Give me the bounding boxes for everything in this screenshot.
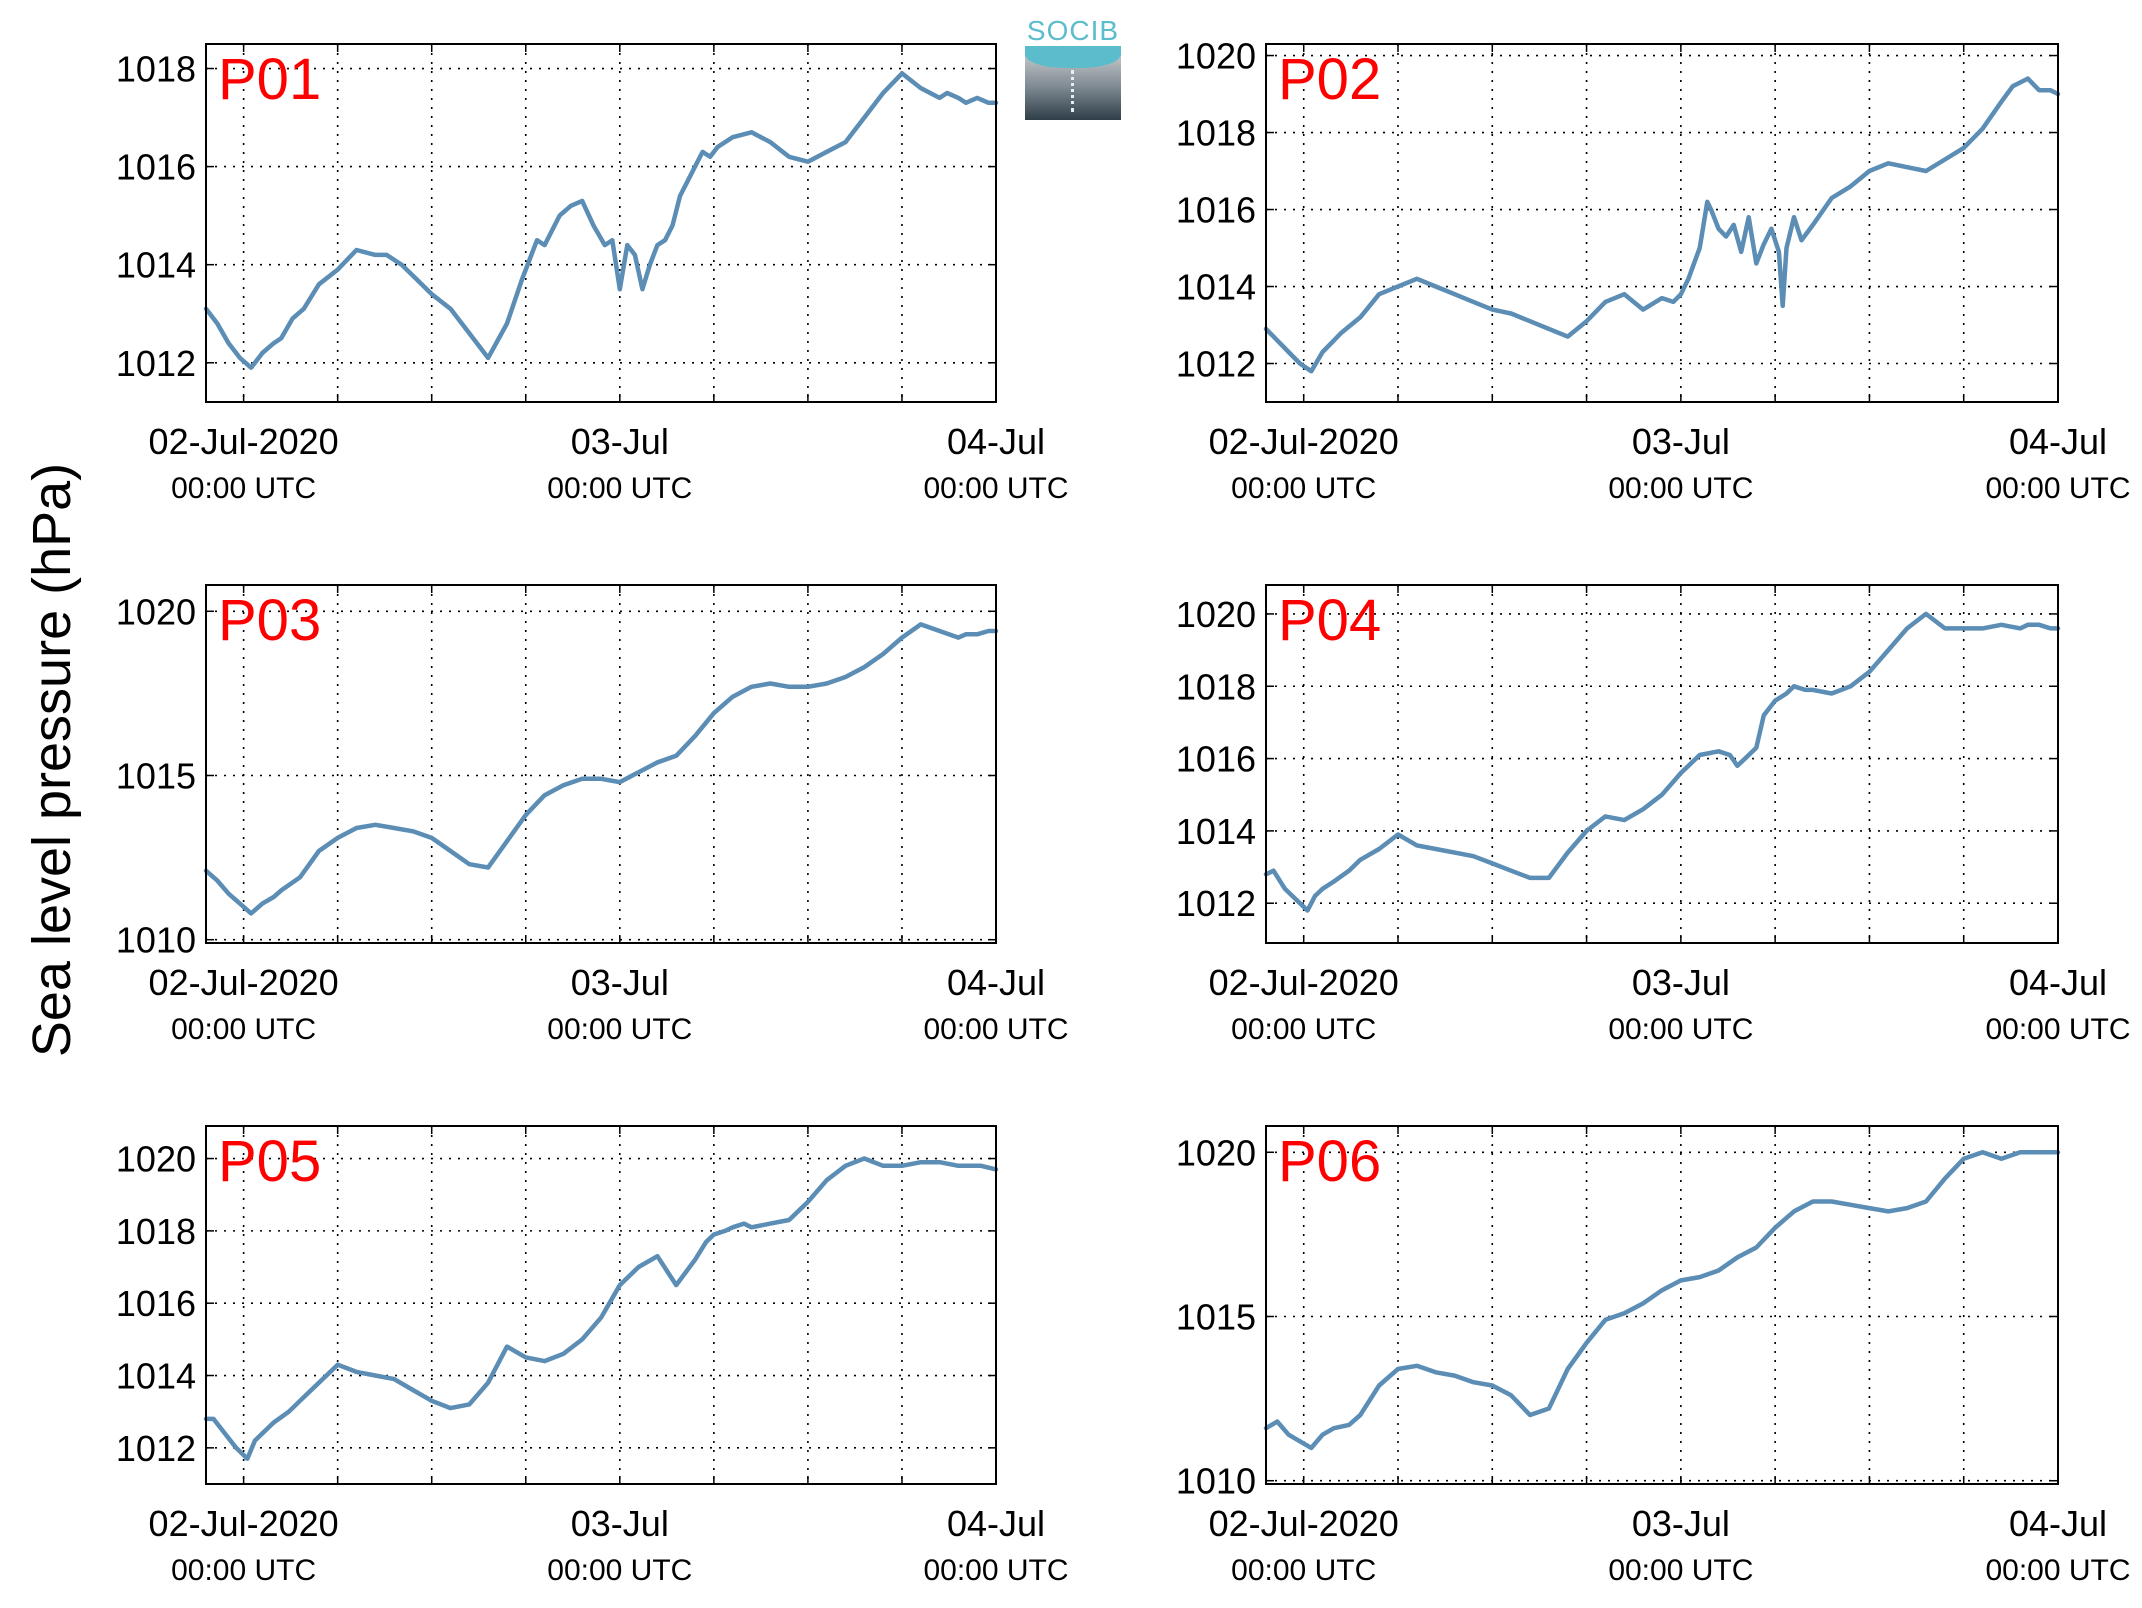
x-tick-label-time: 00:00 UTC bbox=[1608, 1013, 1753, 1046]
y-tick-label: 1010 bbox=[116, 920, 196, 961]
x-tick-label-date: 04-Jul bbox=[947, 962, 1045, 1003]
chart-panel-p02: 1012 1014 1016 1018 1020 P02 02-Jul-2020 00:00 … bbox=[1176, 36, 2131, 505]
chart-panel-p06: 1010 1015 1020 P06 02-Jul-2020 00:00 UTC 03-Ju… bbox=[1176, 1125, 2131, 1587]
y-tick-label: 1020 bbox=[116, 1139, 196, 1180]
logo-wave bbox=[1025, 46, 1121, 68]
y-tick-label: 1014 bbox=[1176, 811, 1256, 852]
logo-text: SOCIB bbox=[1026, 15, 1120, 46]
chart-panel-p05: 1012 1014 1016 1018 1020 P05 02-Jul-2020 00:00 … bbox=[116, 1125, 1069, 1587]
x-tick-label-time: 00:00 UTC bbox=[1231, 1013, 1376, 1046]
y-tick-label: 1016 bbox=[116, 1283, 196, 1324]
x-tick-label-time: 00:00 UTC bbox=[923, 472, 1068, 505]
axes-frame bbox=[1265, 1125, 2059, 1485]
socib-logo: SOCIB bbox=[1021, 16, 1125, 120]
x-tick-label-date: 04-Jul bbox=[947, 1503, 1045, 1544]
axes-frame bbox=[205, 584, 997, 944]
x-tick-label-time: 00:00 UTC bbox=[1231, 1554, 1376, 1587]
x-tick-label-time: 00:00 UTC bbox=[547, 1013, 692, 1046]
panel-label: P05 bbox=[218, 1129, 321, 1194]
x-tick-label-date: 04-Jul bbox=[2009, 421, 2107, 462]
y-tick-label: 1016 bbox=[116, 147, 196, 188]
y-tick-label: 1010 bbox=[1176, 1461, 1256, 1502]
y-tick-label: 1012 bbox=[1176, 883, 1256, 924]
x-tick-label-date: 02-Jul-2020 bbox=[1209, 962, 1399, 1003]
x-tick-label-time: 00:00 UTC bbox=[547, 472, 692, 505]
y-tick-label: 1018 bbox=[116, 1211, 196, 1252]
x-tick-label-date: 04-Jul bbox=[947, 421, 1045, 462]
panel-label: P06 bbox=[1278, 1129, 1381, 1194]
x-tick-label-time: 00:00 UTC bbox=[1985, 1013, 2130, 1046]
y-tick-label: 1012 bbox=[116, 1428, 196, 1469]
series-line bbox=[203, 1156, 999, 1461]
x-tick-label-time: 00:00 UTC bbox=[1985, 1554, 2130, 1587]
x-tick-label-date: 03-Jul bbox=[1632, 1503, 1730, 1544]
chart-panel-p03: 1010 1015 1020 P03 02-Jul-2020 00:00 UTC 03-Ju… bbox=[116, 584, 1069, 1046]
panel-label: P02 bbox=[1278, 47, 1381, 112]
x-tick-label-date: 03-Jul bbox=[1632, 962, 1730, 1003]
series-line bbox=[1263, 1150, 2061, 1451]
chart-panel-p01: 1012 1014 1016 1018 P01 02-Jul-2020 00:00 UTC 0… bbox=[116, 43, 1069, 505]
y-tick-label: 1020 bbox=[116, 591, 196, 632]
x-tick-label-date: 03-Jul bbox=[571, 421, 669, 462]
axes-frame bbox=[205, 1125, 997, 1485]
panel-label: P03 bbox=[218, 588, 321, 653]
y-tick-label: 1012 bbox=[116, 343, 196, 384]
logo-mast bbox=[1071, 70, 1077, 112]
x-tick-label-date: 03-Jul bbox=[571, 962, 669, 1003]
y-tick-label: 1012 bbox=[1176, 344, 1256, 385]
axes-frame bbox=[1265, 584, 2059, 944]
y-tick-label: 1018 bbox=[1176, 113, 1256, 154]
y-tick-label: 1018 bbox=[116, 49, 196, 90]
x-tick-label-time: 00:00 UTC bbox=[547, 1554, 692, 1587]
y-tick-label: 1015 bbox=[116, 755, 196, 796]
axes-frame bbox=[1265, 43, 2059, 403]
y-tick-label: 1016 bbox=[1176, 190, 1256, 231]
y-tick-label: 1020 bbox=[1176, 36, 1256, 77]
x-tick-label-time: 00:00 UTC bbox=[1608, 1554, 1753, 1587]
x-tick-label-date: 02-Jul-2020 bbox=[149, 962, 339, 1003]
x-tick-label-time: 00:00 UTC bbox=[171, 1013, 316, 1046]
x-tick-label-time: 00:00 UTC bbox=[171, 472, 316, 505]
y-tick-label: 1014 bbox=[116, 245, 196, 286]
panel-label: P04 bbox=[1278, 588, 1381, 653]
y-tick-label: 1016 bbox=[1176, 739, 1256, 780]
x-tick-label-date: 03-Jul bbox=[571, 1503, 669, 1544]
x-tick-label-date: 02-Jul-2020 bbox=[1209, 1503, 1399, 1544]
x-tick-label-time: 00:00 UTC bbox=[923, 1013, 1068, 1046]
y-tick-label: 1020 bbox=[1176, 594, 1256, 635]
x-tick-label-time: 00:00 UTC bbox=[1231, 472, 1376, 505]
series-line bbox=[1263, 76, 2061, 374]
series-line bbox=[1263, 611, 2061, 913]
x-tick-label-date: 04-Jul bbox=[2009, 1503, 2107, 1544]
x-tick-label-date: 04-Jul bbox=[2009, 962, 2107, 1003]
x-tick-label-time: 00:00 UTC bbox=[171, 1554, 316, 1587]
x-tick-label-time: 00:00 UTC bbox=[1608, 472, 1753, 505]
axes-frame bbox=[205, 43, 997, 403]
series-line bbox=[203, 71, 999, 370]
panel-label: P01 bbox=[218, 47, 321, 112]
y-axis-label: Sea level pressure (hPa) bbox=[22, 463, 82, 1057]
series-line bbox=[203, 622, 999, 916]
x-tick-label-date: 02-Jul-2020 bbox=[149, 421, 339, 462]
y-tick-label: 1014 bbox=[1176, 267, 1256, 308]
x-tick-label-time: 00:00 UTC bbox=[1985, 472, 2130, 505]
x-tick-label-date: 02-Jul-2020 bbox=[1209, 421, 1399, 462]
x-tick-label-date: 02-Jul-2020 bbox=[149, 1503, 339, 1544]
x-tick-label-date: 03-Jul bbox=[1632, 421, 1730, 462]
y-tick-label: 1015 bbox=[1176, 1296, 1256, 1337]
y-tick-label: 1020 bbox=[1176, 1132, 1256, 1173]
x-tick-label-time: 00:00 UTC bbox=[923, 1554, 1068, 1587]
y-tick-label: 1018 bbox=[1176, 666, 1256, 707]
y-tick-label: 1014 bbox=[116, 1356, 196, 1397]
chart-panel-p04: 1012 1014 1016 1018 1020 P04 02-Jul-2020 00:00 … bbox=[1176, 584, 2131, 1046]
